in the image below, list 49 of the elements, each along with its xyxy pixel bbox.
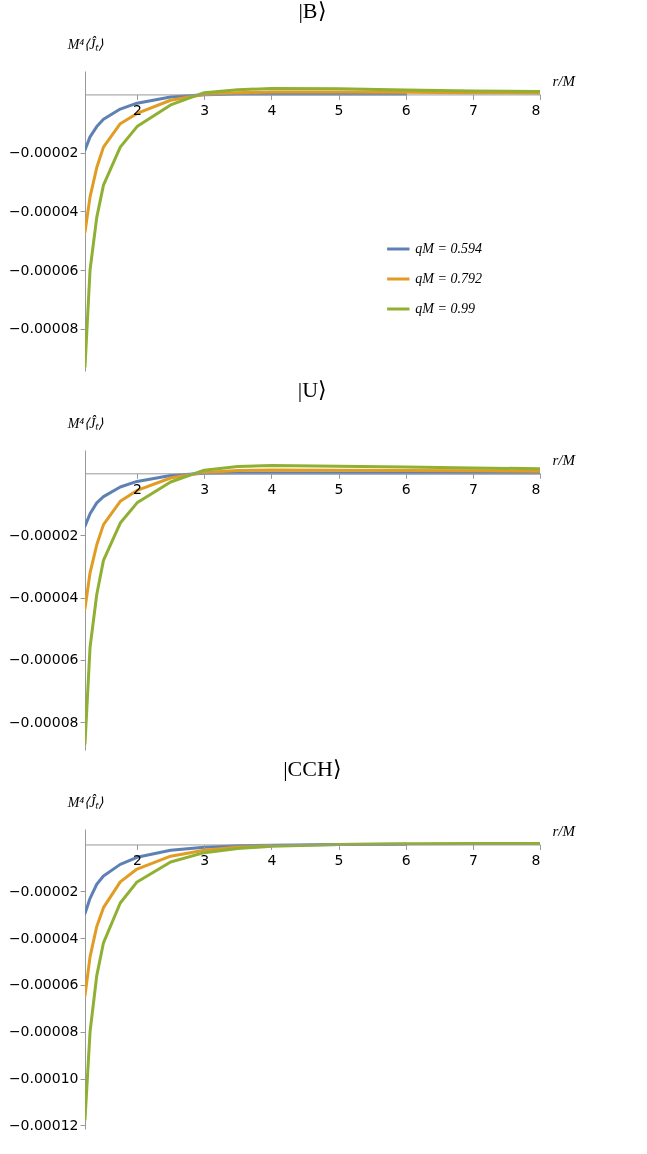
chart-title: |U⟩ bbox=[297, 377, 328, 402]
x-tick-label: 3 bbox=[200, 101, 210, 118]
y-tick-label: −0.00004 bbox=[8, 202, 79, 219]
legend-label: qM = 0.594 bbox=[415, 241, 482, 256]
y-tick-label: −0.00010 bbox=[8, 1070, 79, 1087]
x-tick-label: 4 bbox=[267, 480, 277, 497]
x-tick-label: 5 bbox=[334, 101, 344, 118]
legend-label: qM = 0.99 bbox=[415, 301, 475, 316]
y-tick-label: −0.00004 bbox=[8, 589, 79, 606]
line-series bbox=[85, 471, 540, 528]
line-series bbox=[85, 842, 540, 1122]
x-tick-label: 7 bbox=[468, 851, 478, 868]
x-tick-label: 8 bbox=[531, 851, 541, 868]
x-tick-label: 5 bbox=[334, 480, 344, 497]
y-tick-label: −0.00006 bbox=[8, 261, 79, 278]
y-tick-label: −0.00008 bbox=[8, 713, 79, 730]
y-axis-title: M⁴⟨Ĵₜ⟩ bbox=[66, 35, 105, 52]
x-tick-label: 4 bbox=[267, 851, 277, 868]
x-axis-title: r/M bbox=[552, 822, 577, 839]
y-tick-label: −0.00006 bbox=[8, 976, 79, 993]
y-tick-label: −0.00004 bbox=[8, 929, 79, 946]
line-series bbox=[85, 468, 540, 611]
y-tick-label: −0.00002 bbox=[8, 882, 79, 899]
chart-title: |B⟩ bbox=[298, 0, 327, 23]
x-tick-label: 6 bbox=[401, 101, 411, 118]
x-tick-label: 7 bbox=[468, 480, 478, 497]
x-tick-label: 7 bbox=[468, 101, 478, 118]
line-series bbox=[85, 87, 540, 369]
x-tick-label: 6 bbox=[401, 851, 411, 868]
x-axis-title: r/M bbox=[552, 72, 577, 89]
y-tick-label: −0.00002 bbox=[8, 144, 79, 161]
line-series bbox=[85, 464, 540, 746]
x-axis-title: r/M bbox=[552, 451, 577, 468]
x-tick-label: 8 bbox=[531, 480, 541, 497]
y-tick-label: −0.00002 bbox=[8, 526, 79, 543]
y-tick-label: −0.00008 bbox=[8, 1023, 79, 1040]
y-tick-label: −0.00012 bbox=[8, 1116, 79, 1133]
y-tick-label: −0.00008 bbox=[8, 320, 79, 337]
y-axis-title: M⁴⟨Ĵₜ⟩ bbox=[66, 793, 105, 810]
x-tick-label: 6 bbox=[401, 480, 411, 497]
y-tick-label: −0.00006 bbox=[8, 651, 79, 668]
x-tick-label: 5 bbox=[334, 851, 344, 868]
x-tick-label: 3 bbox=[200, 480, 210, 497]
x-tick-label: 4 bbox=[267, 101, 277, 118]
chart-title: |CCH⟩ bbox=[283, 756, 342, 781]
y-axis-title: M⁴⟨Ĵₜ⟩ bbox=[66, 414, 105, 431]
legend-label: qM = 0.792 bbox=[415, 271, 482, 286]
x-tick-label: 8 bbox=[531, 101, 541, 118]
x-tick-label: 3 bbox=[200, 851, 210, 868]
